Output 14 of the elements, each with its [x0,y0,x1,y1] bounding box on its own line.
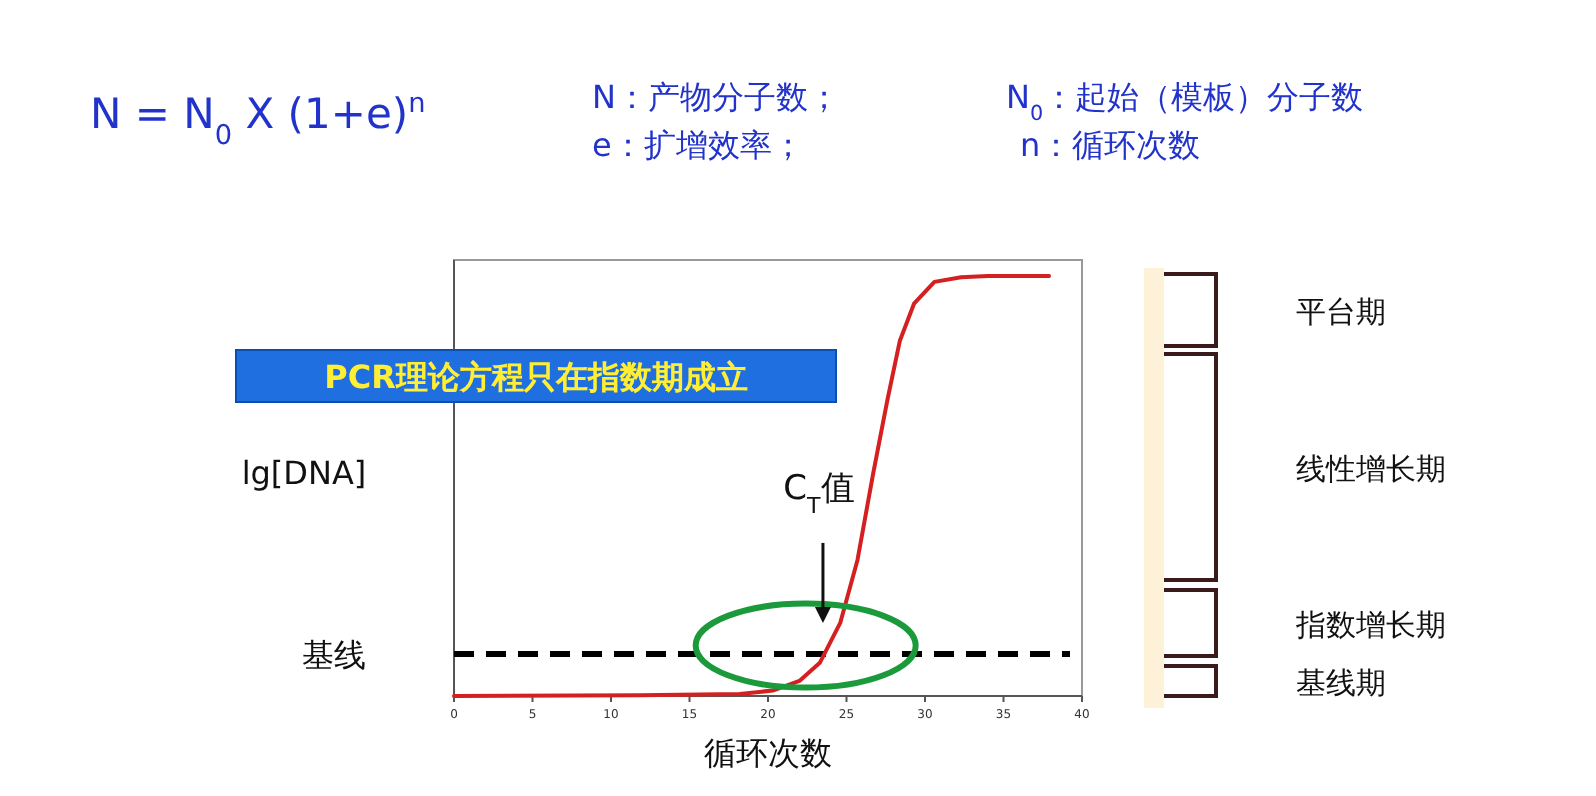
annotation: C$_{T}$值 [783,468,855,518]
text: 线性增长期 [1296,451,1446,487]
y-axis-title: lg[DNA] [241,454,367,492]
annotation: PCR理论方程只在指数期成立 [324,358,748,396]
text: 基线期 [1296,665,1386,701]
text: N$_{0}$：起始（模板）分子数 [1006,78,1364,126]
text: 平台期 [1296,294,1386,330]
text: N：产物分子数； [592,78,840,116]
ref-line-label: 基线 [302,636,366,674]
text: n：循环次数 [1020,126,1201,164]
text: N = N$_{0}$ X (1+e)$^{n}$ [90,88,426,152]
x-axis-title: 循环次数 [704,734,832,772]
text: e：扩增效率； [592,126,804,164]
text: 指数增长期 [1294,607,1446,643]
